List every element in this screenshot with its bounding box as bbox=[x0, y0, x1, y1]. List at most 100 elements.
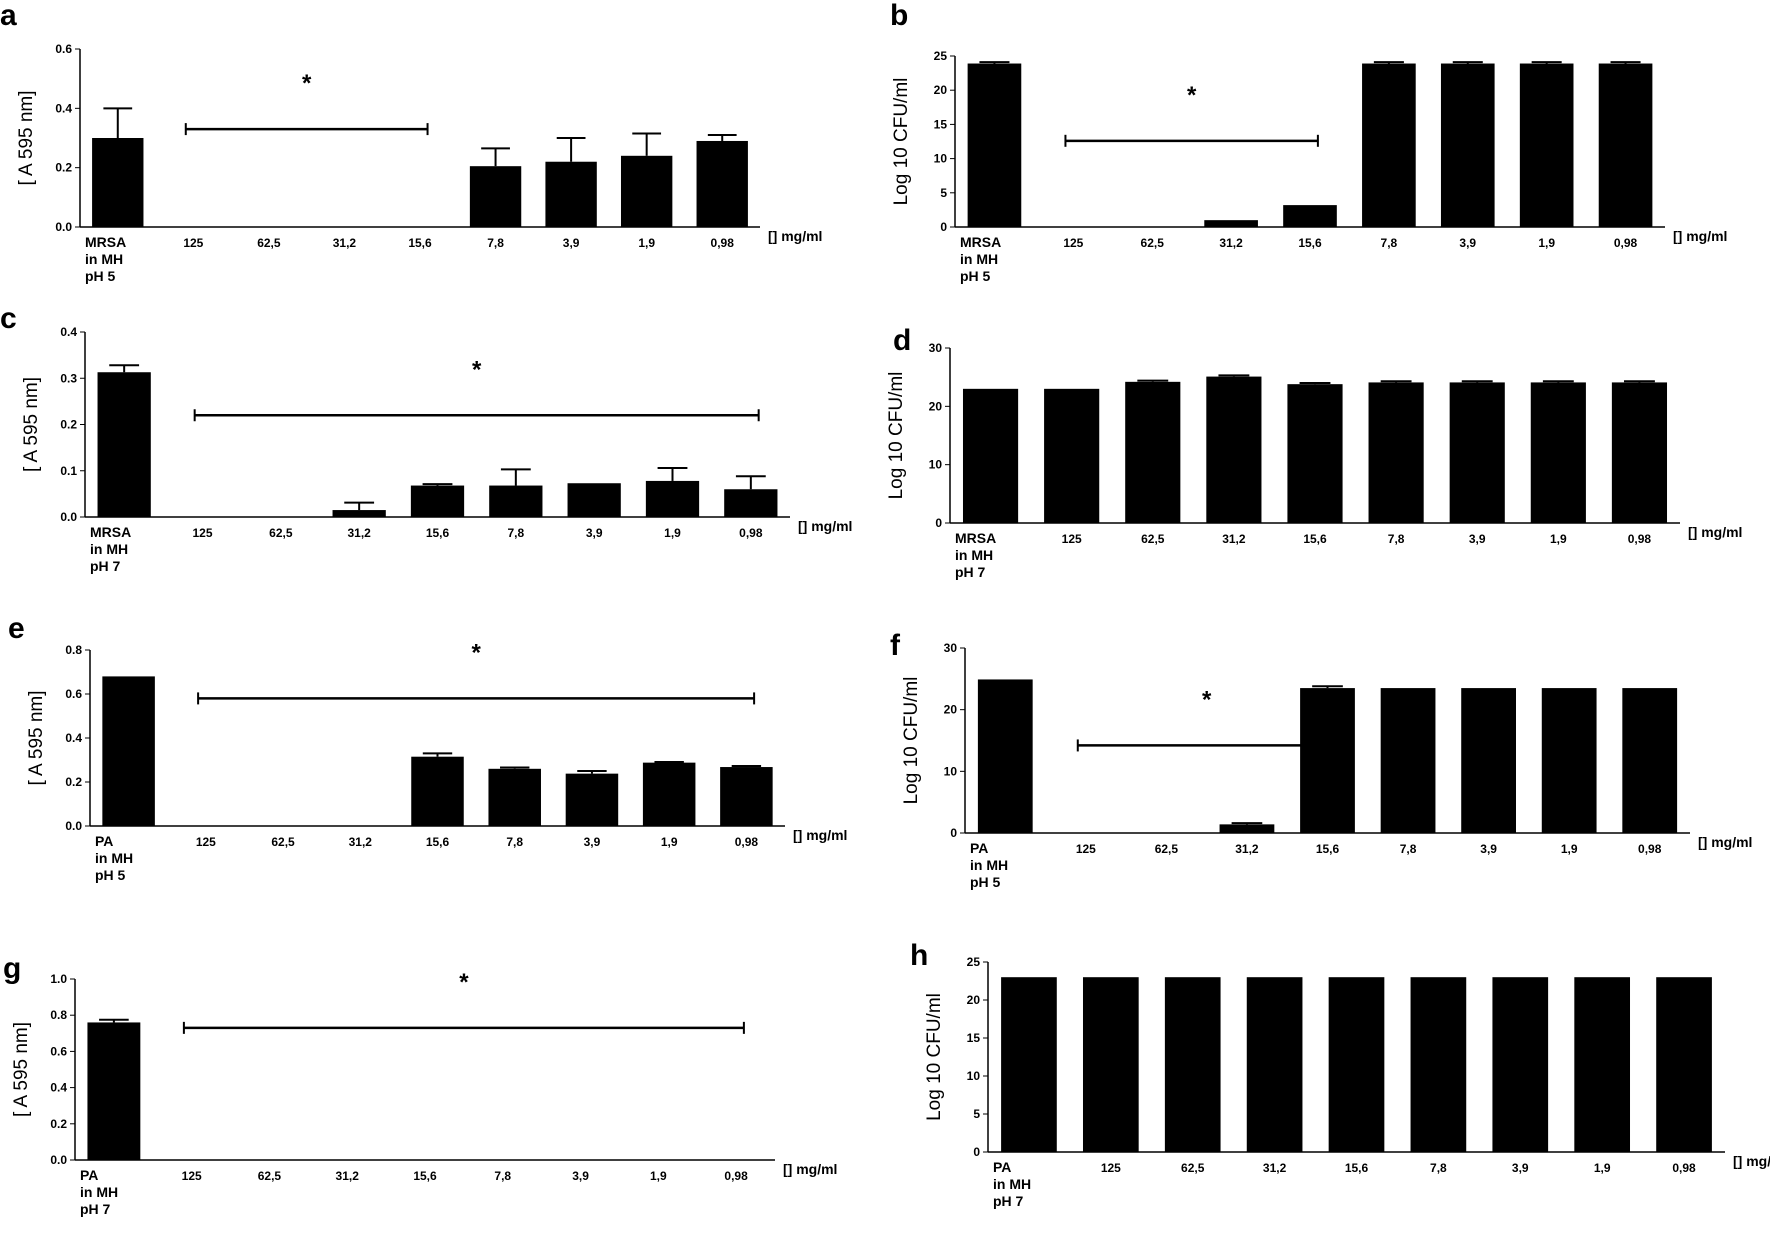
bar-125 bbox=[1044, 388, 1100, 523]
bar-1,9 bbox=[1519, 63, 1574, 227]
category-label-first: in MH bbox=[955, 547, 993, 563]
y-tick-label: 5 bbox=[940, 186, 947, 200]
category-label: 31,2 bbox=[349, 835, 373, 849]
bar-1,9 bbox=[1530, 382, 1586, 523]
category-label-first: in MH bbox=[95, 850, 133, 866]
bar-15,6 bbox=[1300, 688, 1355, 833]
bar-MRSA bbox=[962, 388, 1019, 523]
bar-31,2 bbox=[332, 510, 386, 517]
category-label: 62,5 bbox=[1155, 842, 1179, 856]
y-tick-label: 20 bbox=[944, 703, 958, 717]
bar-15,6 bbox=[1283, 205, 1337, 227]
bar-MRSA bbox=[967, 63, 1022, 227]
bar-0,98 bbox=[1598, 63, 1653, 227]
panel-letter: b bbox=[890, 0, 908, 32]
category-label: 31,2 bbox=[336, 1169, 360, 1183]
panel-letter: h bbox=[910, 939, 928, 972]
category-label: 7,8 bbox=[1400, 842, 1417, 856]
category-label: 3,9 bbox=[1459, 236, 1476, 250]
bar-0,98 bbox=[1656, 977, 1712, 1152]
y-tick-label: 25 bbox=[934, 49, 948, 63]
panel-letter: d bbox=[893, 324, 911, 357]
category-label-first: pH 5 bbox=[85, 268, 116, 284]
category-label: 31,2 bbox=[347, 526, 371, 540]
y-tick-label: 0.2 bbox=[65, 775, 82, 789]
category-label-first: PA bbox=[80, 1167, 98, 1183]
category-label: 1,9 bbox=[1538, 236, 1555, 250]
x-unit-label: [] mg/ml bbox=[783, 1161, 837, 1177]
category-label: 31,2 bbox=[1222, 532, 1246, 546]
y-tick-label: 5 bbox=[973, 1107, 980, 1121]
bar-PA bbox=[977, 679, 1033, 833]
category-label: 125 bbox=[183, 236, 203, 250]
category-label-first: pH 7 bbox=[993, 1193, 1024, 1209]
significance-star: * bbox=[1202, 686, 1212, 713]
category-label: 7,8 bbox=[1388, 532, 1405, 546]
y-tick-label: 0.2 bbox=[50, 1117, 67, 1131]
y-tick-label: 0.4 bbox=[65, 731, 82, 745]
y-axis-label: Log 10 CFU/ml bbox=[886, 372, 907, 500]
y-tick-label: 0.1 bbox=[60, 464, 77, 478]
x-unit-label: [] mg/ml bbox=[1733, 1153, 1770, 1169]
category-label-first: in MH bbox=[970, 857, 1008, 873]
x-unit-label: [] mg/ml bbox=[793, 827, 847, 843]
bar-31,2 bbox=[1204, 220, 1258, 227]
bar-3,9 bbox=[567, 483, 621, 517]
category-label-first: pH 5 bbox=[960, 268, 991, 284]
category-label: 7,8 bbox=[1381, 236, 1398, 250]
bar-3,9 bbox=[1440, 63, 1495, 227]
bar-31,2 bbox=[1206, 376, 1262, 523]
y-tick-label: 1.0 bbox=[50, 972, 67, 986]
bar-15,6 bbox=[411, 756, 464, 826]
category-label: 3,9 bbox=[1512, 1161, 1529, 1175]
bar-7,8 bbox=[1410, 977, 1467, 1152]
y-tick-label: 0.2 bbox=[55, 161, 72, 175]
y-tick-label: 20 bbox=[929, 399, 943, 413]
y-axis-label: [ A 595 nm] bbox=[16, 90, 37, 185]
y-tick-label: 0 bbox=[940, 220, 947, 234]
bar-1,9 bbox=[645, 480, 700, 517]
panel-letter: f bbox=[890, 629, 901, 662]
category-label: 62,5 bbox=[257, 236, 281, 250]
bar-0,98 bbox=[1622, 688, 1678, 833]
category-label: 3,9 bbox=[1469, 532, 1486, 546]
category-label: 0,98 bbox=[1628, 532, 1652, 546]
bar-PA bbox=[87, 1022, 141, 1160]
bar-0,98 bbox=[1611, 382, 1668, 523]
category-label: 0,98 bbox=[724, 1169, 748, 1183]
category-label-first: pH 7 bbox=[955, 564, 986, 580]
y-tick-label: 0.2 bbox=[60, 418, 77, 432]
category-label: 31,2 bbox=[333, 236, 357, 250]
category-label-first: PA bbox=[95, 833, 113, 849]
bar-MRSA bbox=[97, 372, 151, 517]
category-label: 1,9 bbox=[664, 526, 681, 540]
category-label-first: MRSA bbox=[955, 530, 996, 546]
bar-3,9 bbox=[1492, 977, 1549, 1152]
y-tick-label: 0.8 bbox=[50, 1008, 67, 1022]
y-tick-label: 10 bbox=[967, 1069, 981, 1083]
category-label-first: PA bbox=[993, 1159, 1011, 1175]
y-tick-label: 10 bbox=[929, 458, 943, 472]
y-tick-label: 0.4 bbox=[55, 101, 72, 115]
category-label: 3,9 bbox=[572, 1169, 589, 1183]
category-label: 15,6 bbox=[426, 526, 450, 540]
y-tick-label: 0.6 bbox=[55, 42, 72, 56]
y-tick-label: 0 bbox=[935, 516, 942, 530]
category-label: 125 bbox=[1063, 236, 1083, 250]
category-label: 125 bbox=[192, 526, 212, 540]
y-tick-label: 10 bbox=[944, 764, 958, 778]
y-tick-label: 15 bbox=[967, 1031, 981, 1045]
category-label: 7,8 bbox=[507, 526, 524, 540]
bar-7,8 bbox=[1380, 688, 1436, 833]
category-label-first: in MH bbox=[90, 541, 128, 557]
significance-star: * bbox=[459, 969, 469, 996]
y-tick-label: 25 bbox=[967, 955, 981, 969]
category-label: 62,5 bbox=[1141, 236, 1165, 250]
category-label: 15,6 bbox=[426, 835, 450, 849]
y-axis-label: [ A 595 nm] bbox=[21, 377, 42, 472]
category-label: 125 bbox=[1062, 532, 1082, 546]
